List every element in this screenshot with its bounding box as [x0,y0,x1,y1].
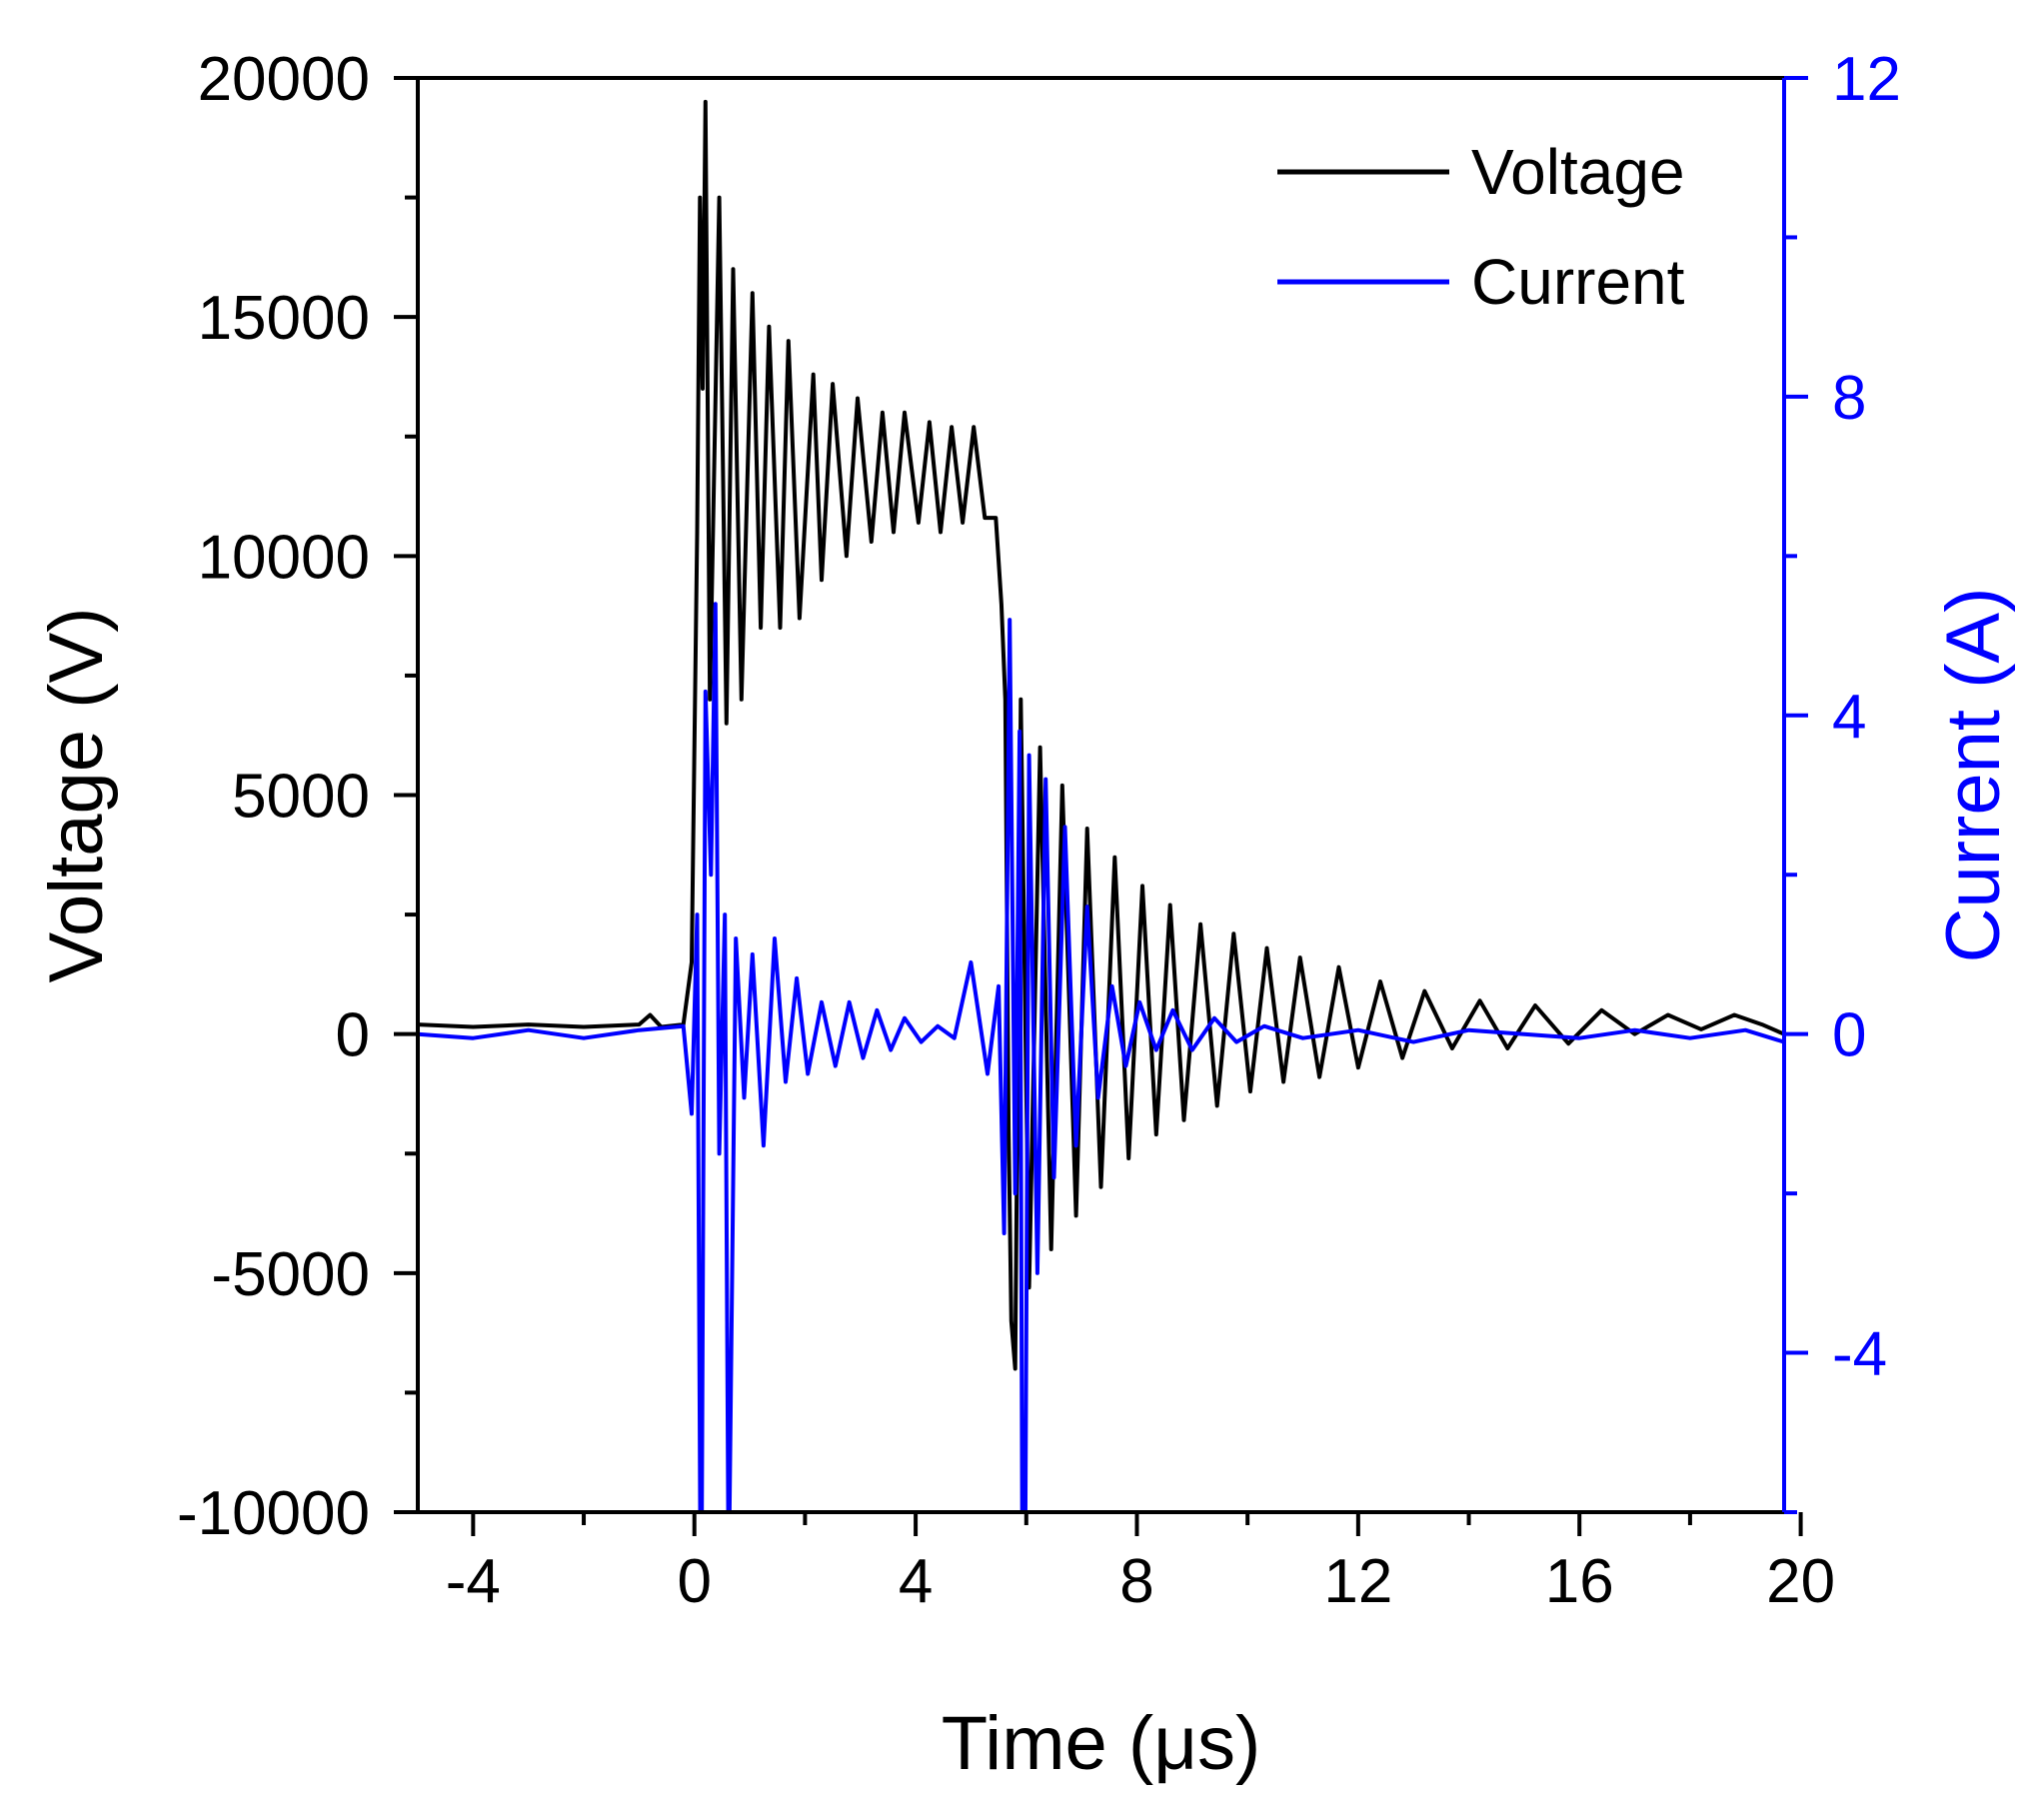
y-left-tick-label: 10000 [198,523,370,592]
x-tick-label: -4 [446,1547,501,1616]
y-right-tick-label: 4 [1832,683,1866,752]
y-right-tick-label: 0 [1832,1001,1866,1070]
x-tick-label: 8 [1119,1547,1153,1616]
y-left-tick-label: -10000 [177,1479,370,1548]
y-right-tick-label: -4 [1832,1320,1887,1389]
y-left-tick-label: 0 [336,1001,370,1070]
x-tick-label: 0 [677,1547,711,1616]
y-right-axis-title: Current (A) [1931,588,2016,963]
y-left-tick-label: -5000 [211,1240,370,1309]
y-left-tick-label: 15000 [198,284,370,353]
y-left-tick-label: 20000 [198,45,370,114]
y-right-tick-label: 12 [1832,45,1901,114]
x-tick-label: 16 [1545,1547,1614,1616]
x-axis-title: Time (μs) [942,1701,1261,1786]
legend-label-current: Current [1471,246,1685,318]
x-tick-label: 12 [1323,1547,1392,1616]
series-line-current [418,602,1784,1512]
series-line-voltage [418,99,1784,1371]
x-tick-label: 20 [1766,1547,1835,1616]
x-tick-label: 4 [899,1547,933,1616]
legend-label-voltage: Voltage [1471,136,1685,208]
y-left-tick-label: 5000 [232,763,370,832]
y-left-axis-title: Voltage (V) [34,608,119,983]
y-right-tick-label: 8 [1832,364,1866,433]
